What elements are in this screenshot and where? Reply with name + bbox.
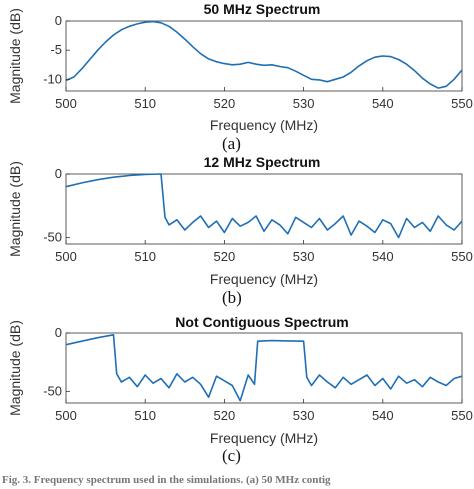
- spectrum-panel-b: 12 MHz Spectrum 500 510 520 530 540 550 0 -50 F…: [7, 154, 473, 287]
- x-tick-label: 520: [214, 96, 236, 111]
- plot-area: [65, 20, 463, 92]
- x-tick-label: 520: [214, 408, 236, 423]
- y-tick-label: -10: [43, 71, 62, 86]
- x-tick-label: 530: [293, 249, 315, 264]
- y-tick-label: -50: [43, 230, 62, 245]
- spectrum-panel-a: 50 MHz Spectrum 500 510 520 530 540 550 0 -5 -10…: [7, 1, 473, 133]
- y-axis-label: Magnitude (dB): [7, 161, 23, 257]
- y-tick-label: 0: [55, 166, 62, 181]
- x-tick-label: 500: [55, 249, 77, 264]
- chart-title: Not Contiguous Spectrum: [175, 314, 348, 330]
- chart-title: 50 MHz Spectrum: [204, 1, 321, 17]
- panel-caption-b: (b): [222, 288, 242, 307]
- x-tick-label: 540: [372, 408, 394, 423]
- x-tick-label: 510: [134, 249, 156, 264]
- series-line: [65, 20, 463, 89]
- y-axis-label: Magnitude (dB): [7, 8, 23, 104]
- x-axis-label: Frequency (MHz): [210, 430, 318, 446]
- panel-caption-a: (a): [222, 134, 241, 153]
- x-axis-label: Frequency (MHz): [210, 271, 318, 287]
- x-tick-label: 540: [372, 96, 394, 111]
- chart-title: 12 MHz Spectrum: [204, 154, 321, 170]
- x-tick-label: 500: [55, 408, 77, 423]
- series-line: [65, 173, 463, 239]
- series-line: [65, 333, 463, 402]
- x-tick-label: 510: [134, 96, 156, 111]
- x-axis-label: Frequency (MHz): [210, 117, 318, 133]
- x-tick-label: 530: [293, 96, 315, 111]
- y-tick-label: 0: [55, 13, 62, 28]
- x-tick-label: 550: [451, 96, 473, 111]
- y-axis-label: Magnitude (dB): [7, 320, 23, 416]
- x-tick-label: 530: [293, 408, 315, 423]
- x-tick-label: 550: [451, 249, 473, 264]
- x-tick-label: 520: [214, 249, 236, 264]
- x-tick-label: 550: [451, 408, 473, 423]
- x-tick-label: 500: [55, 96, 77, 111]
- panel-caption-c: (c): [222, 446, 241, 465]
- x-tick-label: 540: [372, 249, 394, 264]
- plot-area: [65, 173, 463, 245]
- plot-area: [65, 332, 463, 404]
- x-tick-label: 510: [134, 408, 156, 423]
- figure-caption-fragment: Fig. 3. Frequency spectrum used in the s…: [2, 474, 331, 486]
- spectrum-panel-c: Not Contiguous Spectrum 500 510 520 530 540 5…: [7, 314, 473, 446]
- y-tick-label: -5: [50, 42, 62, 57]
- y-tick-label: 0: [55, 325, 62, 340]
- y-tick-label: -50: [43, 383, 62, 398]
